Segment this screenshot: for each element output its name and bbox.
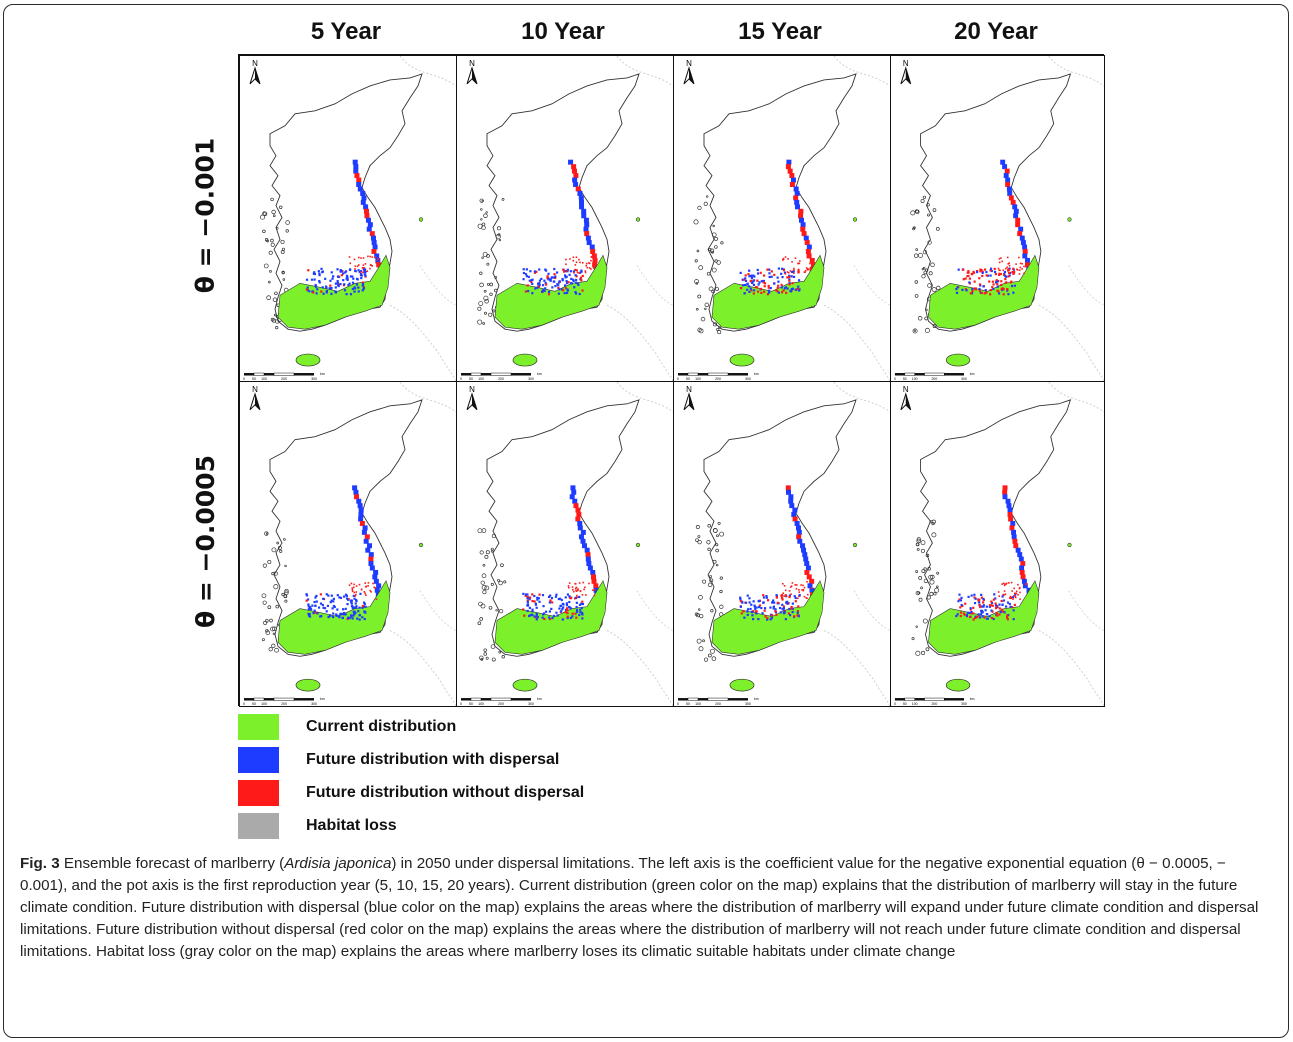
scale-tick-label: 50 xyxy=(686,702,690,706)
scale-unit-label: km xyxy=(320,372,325,376)
scale-tick-label: 300 xyxy=(961,377,967,381)
scale-tick-label: 0 xyxy=(677,377,679,381)
scale-tick-label: 50 xyxy=(252,702,256,706)
scale-tick-label: 100 xyxy=(261,702,267,706)
scale-tick-label: 0 xyxy=(243,702,245,706)
north-arrow-label: N xyxy=(686,59,692,68)
scale-tick-label: 200 xyxy=(281,377,287,381)
north-arrow-label: N xyxy=(903,385,909,394)
scale-tick-label: 100 xyxy=(695,377,701,381)
scale-tick-label: 0 xyxy=(894,377,896,381)
scale-tick-label: 100 xyxy=(261,377,267,381)
legend-item-without-dispersal: Future distribution without dispersal xyxy=(238,779,584,807)
scale-unit-label: km xyxy=(320,697,325,701)
map-panel: N 0 50 100 200 300 km xyxy=(456,55,674,382)
map-panel: N 0 50 100 200 300 km xyxy=(673,55,891,382)
scale-unit-label: km xyxy=(537,372,542,376)
scale-tick-label: 200 xyxy=(498,377,504,381)
north-arrow-label: N xyxy=(252,59,258,68)
column-header-20-year: 20 Year xyxy=(954,18,1038,45)
map-grid: N 0 50 100 200 300 km N 0 50 100 200 300 km N 0 50 100 2… xyxy=(238,54,1105,707)
legend-label: Habitat loss xyxy=(306,817,397,834)
north-arrow-label: N xyxy=(469,385,475,394)
scale-tick-label: 50 xyxy=(903,702,907,706)
scale-tick-label: 0 xyxy=(677,702,679,706)
scale-tick-label: 0 xyxy=(460,377,462,381)
north-arrow-label: N xyxy=(469,59,475,68)
scale-unit-label: km xyxy=(970,372,975,376)
scale-tick-label: 200 xyxy=(281,702,287,706)
scale-tick-label: 300 xyxy=(961,702,967,706)
scale-tick-label: 100 xyxy=(695,702,701,706)
row-header-theta-0001: θ = −0.001 xyxy=(190,137,220,293)
map-panel: N 0 50 100 200 300 km xyxy=(673,381,891,707)
legend-label: Future distribution without dispersal xyxy=(306,784,585,801)
scale-tick-label: 100 xyxy=(912,702,918,706)
scale-tick-label: 300 xyxy=(528,377,534,381)
scale-tick-label: 100 xyxy=(478,377,484,381)
legend-label: Future distribution with dispersal xyxy=(306,751,560,768)
column-header-15-year: 15 Year xyxy=(738,18,822,45)
scale-tick-label: 200 xyxy=(715,377,721,381)
scale-tick-label: 300 xyxy=(745,377,751,381)
legend-swatch xyxy=(238,747,279,773)
scale-tick-label: 100 xyxy=(478,702,484,706)
scale-tick-label: 50 xyxy=(469,377,473,381)
legend-label: Current distribution xyxy=(306,718,457,735)
scale-tick-label: 200 xyxy=(932,702,938,706)
scale-tick-label: 50 xyxy=(903,377,907,381)
scale-tick-label: 0 xyxy=(894,702,896,706)
map-panel: N 0 50 100 200 300 km xyxy=(456,381,674,707)
column-header-10-year: 10 Year xyxy=(521,18,605,45)
scale-tick-label: 50 xyxy=(252,377,256,381)
legend-item-habitat-loss: Habitat loss xyxy=(238,812,397,840)
scale-tick-label: 100 xyxy=(912,377,918,381)
scale-unit-label: km xyxy=(537,697,542,701)
map-panel: N 0 50 100 200 300 km xyxy=(890,55,1105,382)
scale-unit-label: km xyxy=(754,372,759,376)
north-arrow-label: N xyxy=(903,59,909,68)
scale-tick-label: 200 xyxy=(932,377,938,381)
legend-swatch xyxy=(238,813,279,839)
scale-unit-label: km xyxy=(754,697,759,701)
north-arrow-label: N xyxy=(686,385,692,394)
figure-caption: Fig. 3 Ensemble forecast of marlberry (A… xyxy=(20,855,1259,960)
species-name: Ardisia japonica xyxy=(284,855,392,872)
row-header-theta-00005: θ = −0.0005 xyxy=(190,454,220,628)
north-arrow-label: N xyxy=(252,385,258,394)
scale-tick-label: 50 xyxy=(469,702,473,706)
scale-tick-label: 0 xyxy=(243,377,245,381)
legend-item-with-dispersal: Future distribution with dispersal xyxy=(238,746,559,774)
scale-tick-label: 200 xyxy=(715,702,721,706)
legend-item-current: Current distribution xyxy=(238,713,456,741)
map-panel: N 0 50 100 200 300 km xyxy=(239,381,457,707)
scale-tick-label: 300 xyxy=(528,702,534,706)
scale-unit-label: km xyxy=(970,697,975,701)
map-panel: N 0 50 100 200 300 km xyxy=(239,55,457,382)
figure-label: Fig. 3 xyxy=(20,855,60,872)
legend-swatch xyxy=(238,714,279,740)
scale-tick-label: 0 xyxy=(460,702,462,706)
scale-tick-label: 300 xyxy=(745,702,751,706)
scale-tick-label: 300 xyxy=(311,377,317,381)
scale-tick-label: 50 xyxy=(686,377,690,381)
scale-tick-label: 200 xyxy=(498,702,504,706)
map-panel: N 0 50 100 200 300 km xyxy=(890,381,1105,707)
legend-swatch xyxy=(238,780,279,806)
scale-tick-label: 300 xyxy=(311,702,317,706)
column-header-5-year: 5 Year xyxy=(310,18,382,45)
